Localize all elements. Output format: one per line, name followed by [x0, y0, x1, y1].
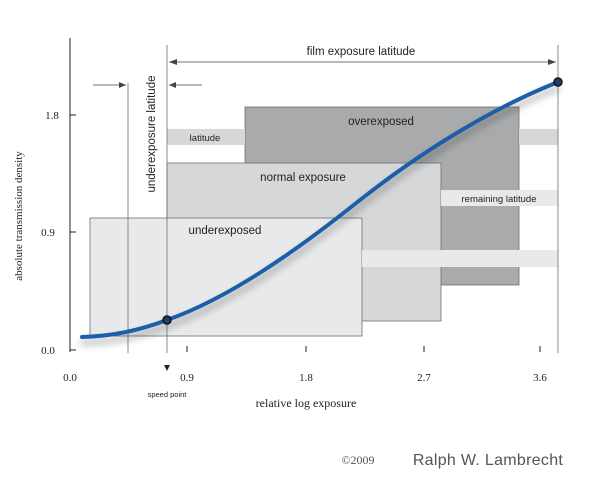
speed-point-arrow-icon	[164, 365, 170, 371]
x-tick-label-0.0: 0.0	[63, 372, 77, 384]
latitude-bar-right	[519, 129, 558, 145]
y-tick-label-0.0: 0.0	[41, 345, 55, 357]
underexposure-latitude-label: underexposure latitude	[146, 76, 158, 193]
x-tick-label-2.7: 2.7	[417, 372, 431, 384]
credit-author: Ralph W. Lambrecht	[413, 452, 564, 469]
latitude-bar	[167, 129, 245, 145]
credit-year: ©2009	[341, 453, 374, 467]
film-exposure-latitude-label: film exposure latitude	[307, 46, 416, 58]
arrow-head-icon	[169, 82, 176, 88]
shoulder-point-marker	[553, 77, 563, 87]
y-tick-label-1.8: 1.8	[45, 110, 59, 122]
y-tick-label-0.9: 0.9	[41, 227, 55, 239]
band-lower	[362, 250, 558, 267]
underexposed-box	[89, 217, 363, 337]
arrow-head-icon	[119, 82, 126, 88]
remaining-latitude-band	[441, 190, 558, 206]
speed-point-label: speed point	[148, 390, 188, 399]
underexposed-label: underexposed	[189, 225, 262, 237]
arrow-head-left-icon	[169, 59, 177, 65]
x-axis-label: relative log exposure	[256, 396, 357, 410]
remaining-latitude-label: remaining latitude	[462, 194, 537, 205]
arrow-head-right-icon	[548, 59, 556, 65]
normal-exposure-label: normal exposure	[260, 172, 346, 184]
latitude-label: latitude	[190, 133, 221, 144]
y-axis-label: absolute transmission density	[13, 151, 25, 281]
characteristic-curve	[80, 80, 560, 339]
x-tick-label-1.8: 1.8	[299, 372, 313, 384]
x-tick-label-0.9: 0.9	[180, 372, 194, 384]
x-tick-label-3.6: 3.6	[533, 372, 547, 384]
overexposed-label: overexposed	[348, 116, 414, 128]
speed-point-marker	[162, 315, 172, 325]
